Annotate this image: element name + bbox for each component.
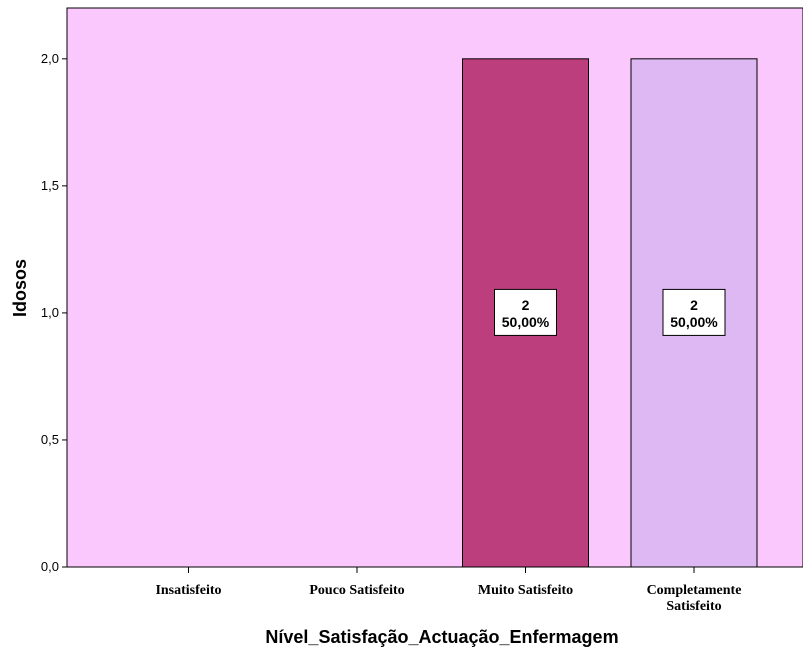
data-label-box (494, 288, 557, 336)
data-label-box (662, 288, 726, 336)
data-label-count: 2 (690, 297, 698, 313)
y-tick-label: 2,0 (41, 51, 59, 66)
x-tick-label: Completamente (647, 583, 742, 598)
data-label-count: 2 (522, 297, 530, 313)
y-tick-label: 1,0 (41, 305, 59, 320)
y-axis-title: Idosos (10, 259, 30, 317)
data-label-percent: 50,00% (502, 314, 550, 330)
y-tick-label: 1,5 (41, 178, 59, 193)
data-label-percent: 50,00% (670, 314, 718, 330)
x-tick-label: Muito Satisfeito (478, 583, 573, 598)
y-tick-label: 0,5 (41, 432, 59, 447)
x-tick-label: Insatisfeito (155, 583, 221, 598)
x-tick-label: Satisfeito (666, 599, 721, 614)
x-tick-label: Pouco Satisfeito (309, 583, 404, 598)
x-axis-title: Nível_Satisfação_Actuação_Enfermagem (265, 627, 618, 647)
y-tick-label: 0,0 (41, 559, 59, 574)
